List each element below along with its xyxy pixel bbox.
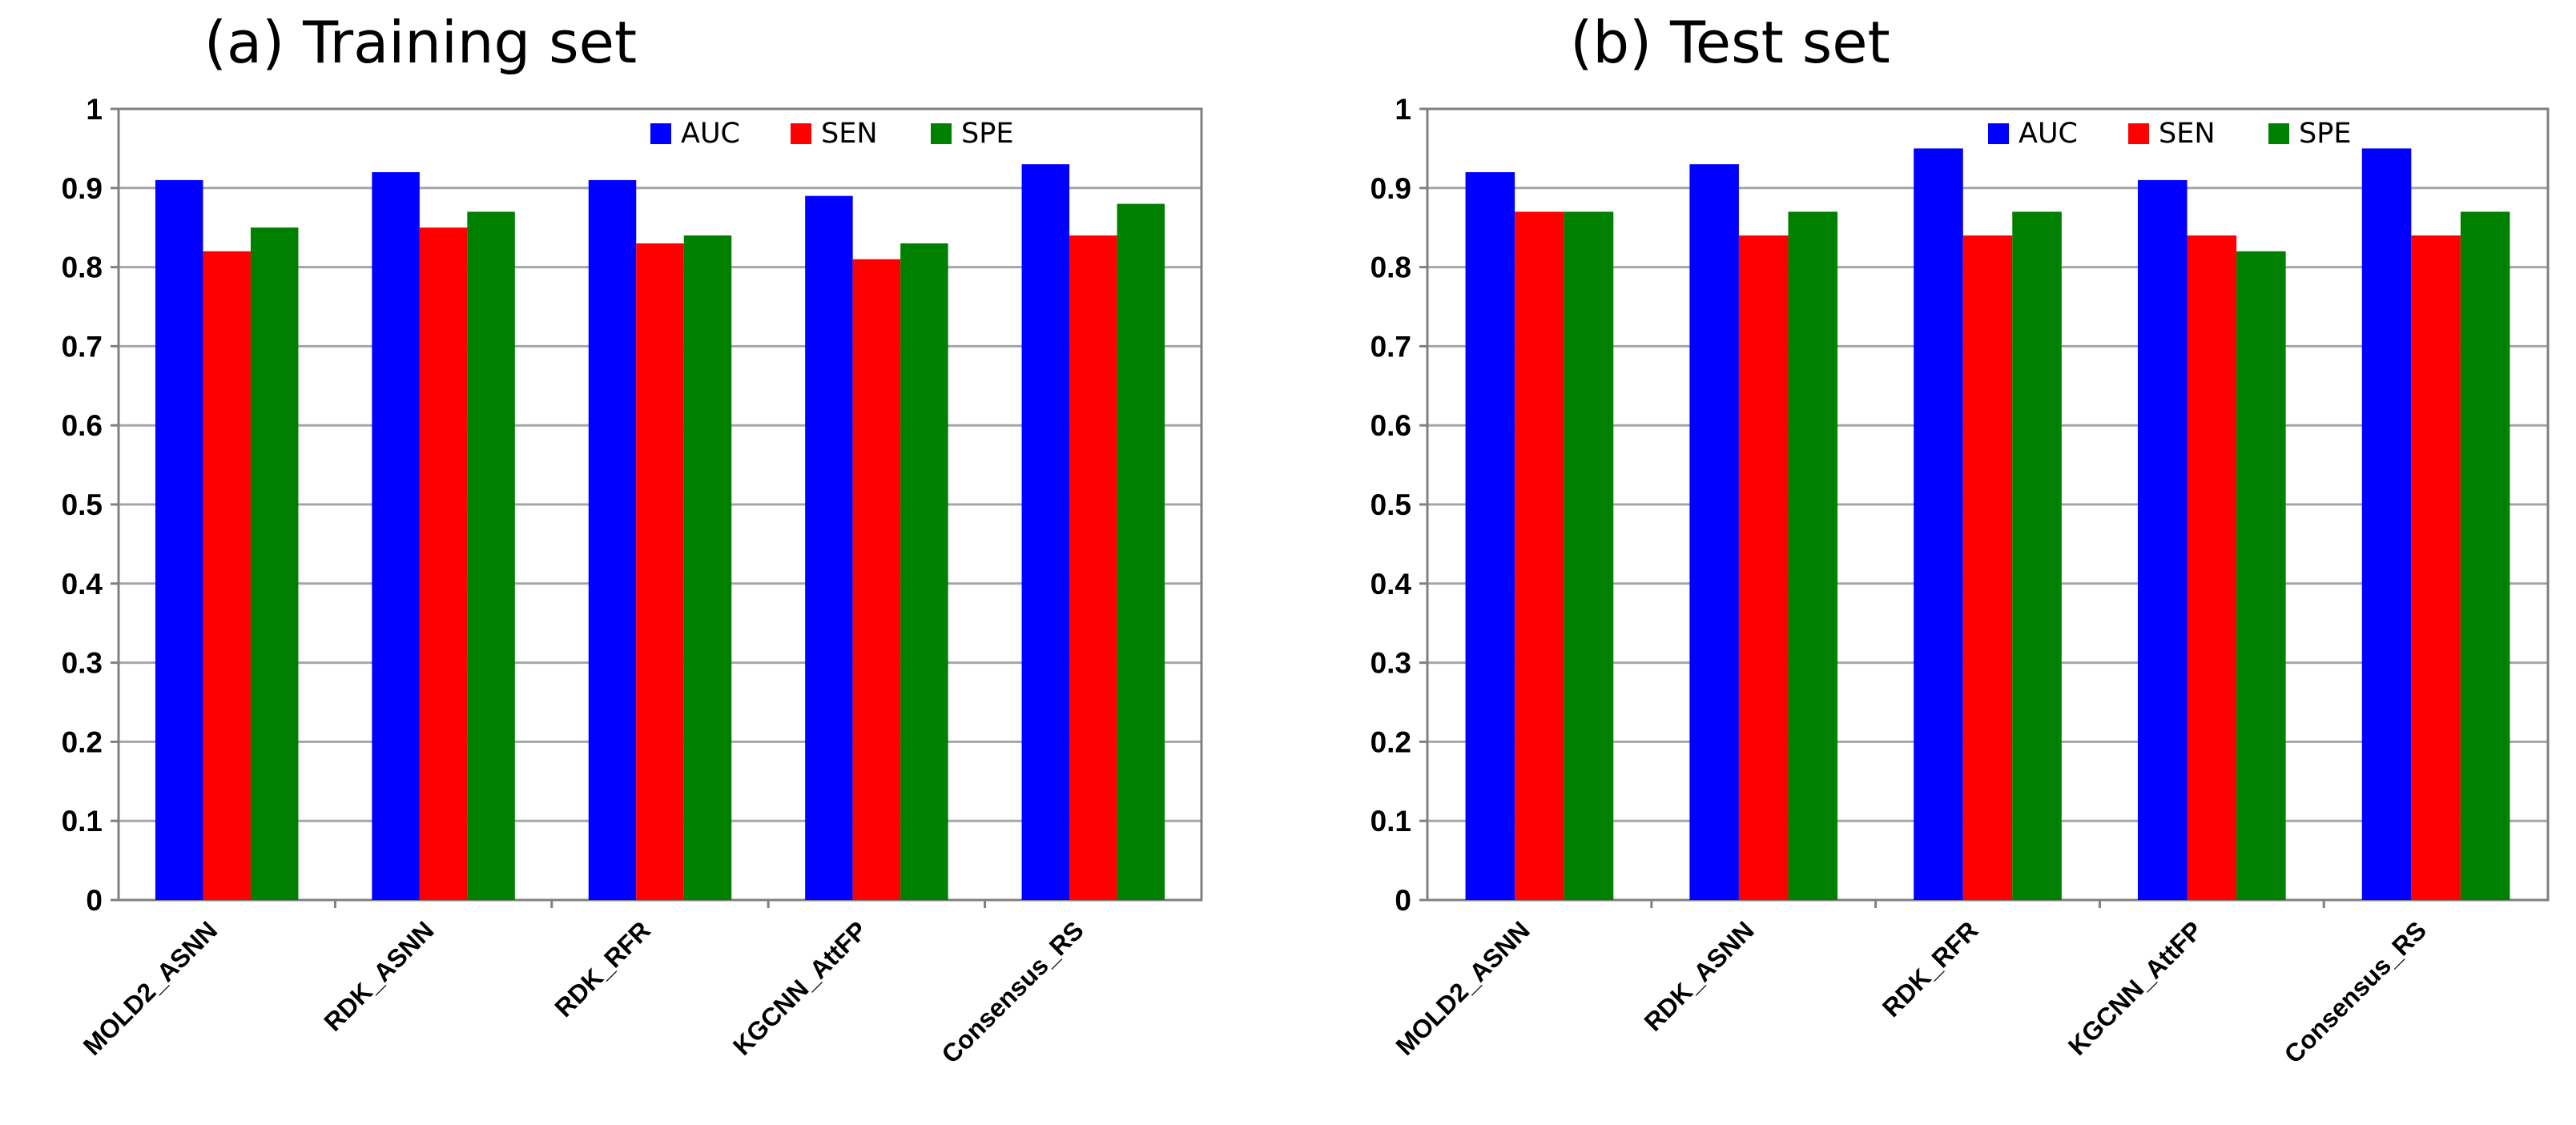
legend: AUC SEN SPE: [650, 118, 1013, 150]
bar-spe-mold2-asnn: [1564, 211, 1614, 900]
x-tick-label: RDK_ASNN: [1638, 915, 1759, 1036]
y-tick-label: 0.4: [1371, 568, 1412, 601]
bar-sen-rdk-asnn: [419, 227, 468, 900]
panel-training-set: (a) Training set 0 0.1 0.2 0.3 0.4 0.5 0.6 0.7 0.…: [62, 9, 1203, 1069]
legend-label-sen: SEN: [821, 118, 878, 150]
legend-label-sen: SEN: [2159, 118, 2216, 150]
bar-spe-mold2-asnn: [250, 227, 299, 900]
bar-auc-mold2-asnn: [1465, 172, 1515, 901]
x-tick-label: KGCNN_AttFP: [2063, 915, 2208, 1060]
y-tick-label: 0.9: [62, 172, 103, 205]
bar-sen-consensus-rs: [1069, 235, 1117, 901]
y-tick-label: 0: [86, 884, 103, 917]
legend-swatch-sen: [2128, 123, 2149, 144]
y-tick-label: 0.3: [62, 647, 103, 680]
y-tick-label: 0: [1395, 884, 1411, 917]
legend-label-spe: SPE: [2299, 118, 2351, 150]
chart-title: (b) Test set: [1570, 9, 1890, 76]
legend-swatch-auc: [1988, 123, 2009, 144]
y-tick-label: 0.2: [1371, 725, 1411, 758]
bar-auc-rdk-asnn: [1689, 164, 1739, 900]
x-tick-label: KGCNN_AttFP: [727, 915, 872, 1060]
bar-sen-mold2-asnn: [203, 251, 251, 901]
bar-spe-rdk-asnn: [467, 211, 515, 900]
x-tick-label: RDK_RFR: [1877, 915, 1984, 1023]
bar-auc-rdk-rfr: [588, 179, 637, 901]
y-tick-label: 0.3: [1371, 647, 1411, 680]
bar-sen-mold2-asnn: [1515, 211, 1564, 900]
bar-sen-kgcnn-attfp: [852, 259, 901, 901]
y-tick-label: 0.2: [62, 725, 103, 758]
y-tick-label: 0.7: [1371, 330, 1411, 363]
bar-auc-kgcnn-attfp: [805, 195, 853, 900]
y-tick-label: 0.8: [1371, 251, 1411, 284]
x-tick-label: MOLD2_ASNN: [78, 915, 223, 1060]
bar-spe-kgcnn-attfp: [2236, 251, 2286, 901]
y-tick-label: 0.8: [62, 251, 103, 284]
legend-label-auc: AUC: [2019, 118, 2078, 150]
bar-spe-rdk-asnn: [1788, 211, 1838, 900]
y-tick-label: 0.5: [1371, 488, 1411, 521]
x-tick-label: MOLD2_ASNN: [1390, 915, 1535, 1060]
bar-auc-consensus-rs: [2361, 148, 2412, 900]
bar-sen-rdk-rfr: [636, 243, 684, 901]
bar-auc-rdk-rfr: [1914, 148, 1963, 900]
x-tick-label: Consensus_RS: [936, 915, 1089, 1068]
bar-auc-consensus-rs: [1021, 164, 1070, 900]
bar-sen-rdk-rfr: [1962, 235, 2013, 901]
bar-sen-consensus-rs: [2411, 235, 2461, 901]
bar-sen-rdk-asnn: [1738, 235, 1789, 901]
y-tick-label: 0.1: [1371, 805, 1411, 838]
legend: AUC SEN SPE: [1988, 118, 2351, 150]
bar-spe-consensus-rs: [2460, 211, 2510, 900]
legend-swatch-sen: [791, 123, 811, 144]
legend-swatch-spe: [2268, 123, 2289, 144]
y-tick-label: 0.7: [62, 330, 103, 363]
legend-swatch-spe: [931, 123, 952, 144]
y-tick-label: 0.6: [1371, 409, 1411, 442]
y-tick-label: 0.1: [62, 805, 103, 838]
bar-spe-kgcnn-attfp: [900, 243, 948, 901]
x-tick-label: RDK_RFR: [549, 915, 656, 1023]
legend-label-auc: AUC: [681, 118, 740, 150]
chart-title: (a) Training set: [204, 9, 637, 76]
legend-label-spe: SPE: [961, 118, 1013, 150]
bar-spe-rdk-rfr: [2012, 211, 2062, 900]
x-tick-label: RDK_ASNN: [318, 915, 439, 1036]
panel-test-set: (b) Test set 0 0.1 0.2 0.3 0.4 0.5 0.6 0.7 0.8 0.9…: [1371, 9, 2550, 1069]
y-tick-label: 1: [1395, 93, 1411, 126]
bar-auc-rdk-asnn: [372, 172, 420, 901]
bar-spe-rdk-rfr: [683, 235, 732, 901]
y-tick-label: 1: [86, 93, 103, 126]
bar-auc-mold2-asnn: [155, 179, 203, 901]
y-tick-label: 0.9: [1371, 172, 1411, 205]
legend-swatch-auc: [650, 123, 671, 144]
x-tick-label: Consensus_RS: [2279, 915, 2432, 1068]
bar-spe-consensus-rs: [1117, 203, 1165, 900]
y-tick-label: 0.4: [62, 568, 103, 601]
y-tick-label: 0.6: [62, 409, 103, 442]
bar-sen-kgcnn-attfp: [2187, 235, 2237, 901]
bar-auc-kgcnn-attfp: [2137, 179, 2188, 901]
y-tick-label: 0.5: [62, 488, 103, 521]
